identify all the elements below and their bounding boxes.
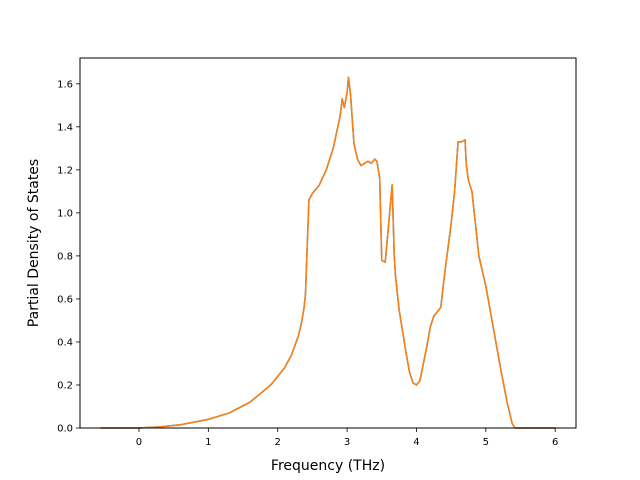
y-tick-label: 1.0: [57, 208, 73, 219]
y-tick-label: 0.2: [57, 380, 73, 391]
plot-frame: [79, 57, 577, 429]
y-tick-label: 1.6: [57, 79, 73, 90]
x-tick-label: 6: [552, 437, 558, 448]
x-tick-label: 4: [413, 437, 419, 448]
y-tick-label: 0.6: [57, 294, 73, 305]
y-tick-label: 1.2: [57, 165, 73, 176]
y-axis-label: Partial Density of States: [26, 159, 42, 327]
x-axis-label: Frequency (THz): [271, 458, 385, 474]
y-tick-label: 0.8: [57, 251, 73, 262]
ticks-layer: 0 1 2 3 4 5 6 0.0 0.2 0.4 0.6 0.8 1.0 1.2 1.4 1.6: [57, 79, 558, 448]
series-layer: [100, 76, 556, 429]
x-tick-label: 5: [483, 437, 489, 448]
x-tick-label: 3: [344, 437, 350, 448]
series-line-2: [100, 76, 556, 429]
x-tick-label: 0: [136, 437, 142, 448]
plot-area: [80, 58, 576, 428]
y-tick-label: 1.4: [57, 122, 73, 133]
y-tick-label: 0.4: [57, 337, 73, 348]
x-tick-label: 1: [205, 437, 211, 448]
y-tick-label: 0.0: [57, 424, 73, 435]
x-tick-label: 2: [275, 437, 281, 448]
